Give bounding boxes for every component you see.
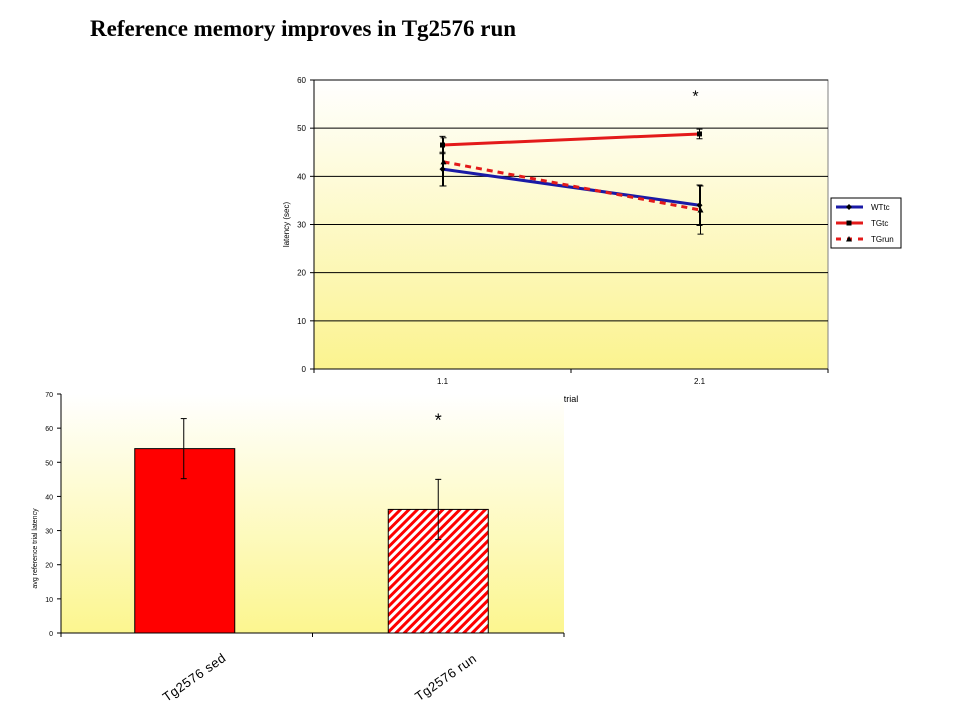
series-tgrun: [440, 137, 704, 235]
line-legend: WTtc TGtc TGrun: [830, 197, 902, 249]
data-point-tgtc: [440, 142, 445, 148]
slide-title: Reference memory improves in Tg2576 run: [90, 16, 517, 41]
line-y-tick-label: 20: [297, 269, 306, 278]
series-tgtc: [439, 128, 703, 155]
series-line-tgtc: [442, 132, 700, 147]
bar-y-tick-label: 30: [45, 529, 53, 536]
line-x-tick-label: 1.1: [437, 377, 449, 386]
legend-marker: [846, 204, 852, 210]
significance-asterisk: *: [692, 89, 698, 106]
line-y-tick-label: 60: [297, 76, 306, 85]
bar-y-axis-label: avg reference trial latency: [32, 508, 39, 589]
line-y-tick-label: 40: [297, 172, 306, 181]
legend-marker: [846, 220, 852, 226]
legend-label: TGrun: [871, 235, 894, 244]
line-x-axis-label: trial: [564, 394, 579, 404]
line-y-axis-label: latency (sec): [282, 201, 291, 247]
bar-y-tick-label: 70: [45, 392, 53, 399]
bar-y-tick-label: 50: [45, 460, 53, 467]
bar-y-tick-label: 60: [45, 426, 53, 433]
bar-y-tick-label: 40: [45, 494, 53, 501]
bar-y-tick-label: 0: [49, 631, 53, 638]
bar-y-tick-label: 10: [45, 597, 53, 604]
series-line-wttc: [442, 167, 700, 207]
bar-tg2576-sed: [134, 448, 236, 634]
line-y-tick-label: 50: [297, 124, 306, 133]
bar-x-tick-label: Tg2576 run: [412, 651, 479, 704]
bar-y-tick-label: 20: [45, 563, 53, 570]
line-y-tick-label: 10: [297, 317, 306, 326]
bar-chart: 0 10 20 30 40 50 60 70 Tg2576 sed Tg2576 run avg r…: [32, 392, 565, 705]
line-chart: 0 10 20 30 40 50 60 1.1 2.1 trial latency (sec) * WT…: [282, 76, 902, 404]
line-y-tick-label: 30: [297, 221, 306, 230]
line-y-tick-label: 0: [302, 365, 307, 374]
legend-label: TGtc: [871, 219, 888, 228]
legend-marker: [846, 236, 852, 242]
significance-asterisk: *: [435, 410, 442, 430]
bar-x-tick-label: Tg2576 sed: [160, 650, 229, 705]
legend-label: WTtc: [871, 203, 890, 212]
line-x-tick-label: 2.1: [694, 377, 706, 386]
data-point-tgrun: [440, 158, 447, 165]
data-point-tgrun: [697, 207, 704, 213]
data-point-tgtc: [697, 131, 702, 137]
